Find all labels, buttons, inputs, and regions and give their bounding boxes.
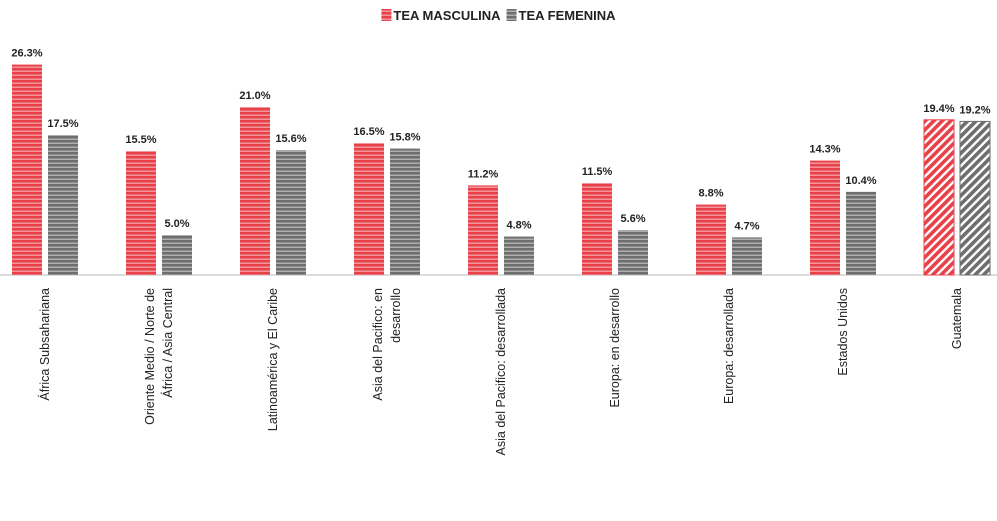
x-tick-label: desarrollo	[389, 288, 403, 343]
data-label: 4.8%	[506, 220, 531, 232]
bar	[810, 160, 840, 275]
data-label: 15.5%	[125, 134, 156, 146]
data-label: 11.2%	[468, 168, 499, 180]
x-tick-label: Europa: en desarrollo	[608, 288, 622, 408]
bar	[846, 191, 876, 275]
bar	[162, 235, 192, 275]
bar	[696, 204, 726, 275]
bar	[618, 230, 648, 275]
bar	[240, 107, 270, 275]
data-label: 17.5%	[47, 118, 78, 130]
x-tick-label: Estados Unidos	[836, 288, 850, 376]
bar	[276, 150, 306, 275]
data-label: 11.5%	[582, 166, 613, 178]
data-label: 26.3%	[11, 48, 42, 60]
data-label: 5.6%	[620, 213, 645, 225]
data-label: 15.8%	[389, 132, 420, 144]
bar	[354, 143, 384, 275]
bar	[504, 236, 534, 275]
data-label: 16.5%	[353, 126, 384, 138]
bar	[732, 237, 762, 275]
legend: TEA MASCULINA TEA FEMENINA	[381, 8, 616, 23]
bar	[126, 151, 156, 275]
x-tick-label: África Subsahariana	[37, 288, 52, 401]
legend-label: TEA FEMENINA	[519, 8, 617, 23]
bar	[390, 148, 420, 275]
data-label: 19.4%	[923, 103, 954, 115]
data-label: 21.0%	[239, 90, 270, 102]
data-label: 14.3%	[809, 144, 840, 156]
data-label: 5.0%	[164, 218, 189, 230]
x-tick-label: Guatemala	[950, 288, 964, 349]
x-tick-label: Europa: desarrollada	[722, 288, 736, 404]
x-tick-label: Oriente Medio / Norte de	[143, 288, 157, 425]
data-label: 4.7%	[734, 220, 759, 232]
bar	[48, 135, 78, 275]
bar	[12, 64, 42, 275]
legend-label: TEA MASCULINA	[393, 8, 501, 23]
legend-swatch	[506, 9, 517, 21]
data-label: 10.4%	[845, 175, 876, 187]
x-tick-label: Latinoamérica y El Caribe	[266, 288, 280, 431]
legend-swatch	[381, 9, 392, 21]
data-label: 8.8%	[698, 188, 723, 200]
bar	[468, 185, 498, 275]
x-tick-label: Asia del Pacifico: desarrollada	[494, 288, 508, 455]
data-label: 19.2%	[959, 104, 990, 116]
bar	[959, 120, 991, 276]
bar	[582, 183, 612, 275]
x-tick-label: África / Asia Central	[160, 288, 175, 398]
x-tick-label: Asia del Pacifico: en	[371, 288, 385, 401]
bar	[923, 119, 955, 276]
data-label: 15.6%	[275, 133, 306, 145]
